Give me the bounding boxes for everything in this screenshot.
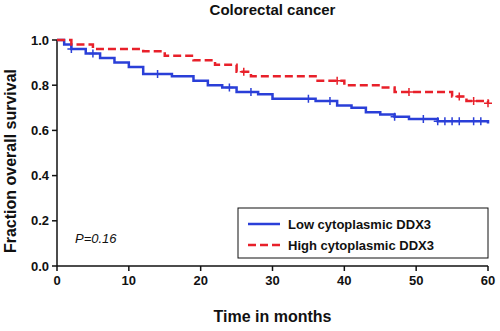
y-tick-label: 0.0 [31, 259, 49, 274]
censor-mark [391, 113, 399, 121]
legend-label: High cytoplasmic DDX3 [288, 238, 434, 253]
y-tick-label: 1.0 [31, 33, 49, 48]
censor-mark [434, 117, 442, 125]
censor-mark [455, 117, 463, 125]
censor-mark [405, 88, 413, 96]
plot-area [57, 40, 492, 125]
legend-swatch [248, 244, 280, 247]
title: Colorectal cancer [210, 1, 336, 18]
x-tick [128, 266, 130, 271]
x-tick-label: 0 [53, 273, 60, 288]
chart: Colorectal cancer 0 10 20 30 40 50 60 0.0 0.2 0.4 0… [0, 0, 500, 331]
y-tick [52, 84, 57, 86]
legend: Low cytoplasmic DDX3 High cytoplasmic DDX… [238, 208, 488, 258]
x-tick-label: 20 [193, 273, 207, 288]
censor-mark [225, 83, 233, 91]
y-axis [56, 40, 58, 266]
x-axis-label: Time in months [214, 308, 332, 325]
y-tick-label: 0.4 [31, 168, 50, 183]
p-value: P=0.16 [75, 231, 117, 246]
x-tick [200, 266, 202, 271]
y-tick [52, 130, 57, 132]
censor-mark [484, 99, 492, 107]
x-tick-label: 40 [337, 273, 351, 288]
y-tick-label: 0.2 [31, 213, 49, 228]
survival-line [57, 40, 488, 124]
censor-mark [89, 50, 97, 58]
censor-mark [326, 97, 334, 105]
y-axis-label: Fraction overall survival [2, 69, 19, 253]
y-tick-label: 0.8 [31, 78, 49, 93]
y-tick-label: 0.6 [31, 123, 49, 138]
x-tick [415, 266, 417, 271]
y-tick [52, 175, 57, 177]
survival-line [57, 40, 488, 103]
censor-mark [240, 68, 248, 76]
censor-mark [477, 117, 485, 125]
x-tick-label: 30 [265, 273, 279, 288]
y-tick [52, 265, 57, 267]
censor-mark [333, 77, 341, 85]
censor-mark [448, 117, 456, 125]
censor-mark [154, 70, 162, 78]
x-tick-label: 50 [409, 273, 423, 288]
legend-box [238, 208, 488, 258]
censor-mark [67, 45, 75, 53]
censor-mark [470, 117, 478, 125]
x-tick-label: 60 [481, 273, 495, 288]
censor-mark [247, 88, 255, 96]
legend-swatch [248, 223, 280, 226]
y-tick [52, 39, 57, 41]
x-tick [272, 266, 274, 271]
censor-mark [455, 93, 463, 101]
censor-mark [441, 117, 449, 125]
y-tick [52, 220, 57, 222]
censor-mark [304, 95, 312, 103]
x-tick-label: 10 [122, 273, 136, 288]
legend-label: Low cytoplasmic DDX3 [288, 217, 431, 232]
x-tick [487, 266, 489, 271]
censor-mark [419, 115, 427, 123]
x-tick [344, 266, 346, 271]
censor-mark [470, 97, 478, 105]
